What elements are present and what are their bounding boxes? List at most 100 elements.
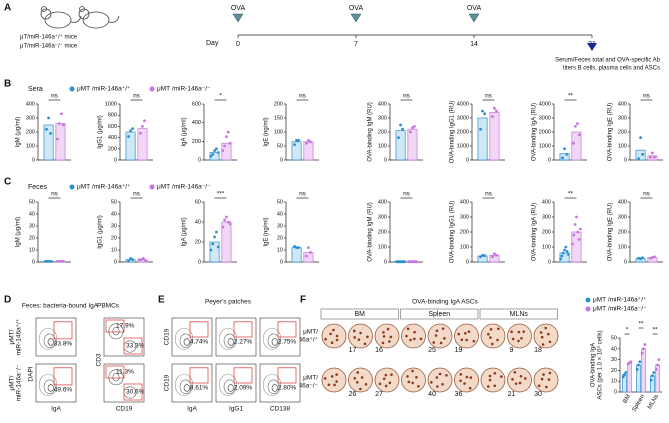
y-axis-label: OVA-binding IgA: [591, 343, 597, 387]
bar: [291, 247, 302, 263]
y-tick-label: 600: [108, 124, 117, 130]
spot: [511, 377, 514, 381]
spot: [513, 370, 517, 374]
y-axis-label: IgM (μg/ml): [16, 217, 22, 247]
legend-dot: [149, 86, 155, 92]
significance-label: ns: [51, 191, 59, 198]
y-axis-label: IgE (ng/ml): [264, 217, 270, 246]
y-tick-label: 10: [277, 247, 283, 253]
genotype-label: μMT/: [303, 329, 318, 336]
y-tick-label: 0: [466, 157, 469, 163]
flow-density: [179, 333, 192, 348]
flow-density: [108, 323, 124, 340]
well: [454, 367, 479, 393]
spot: [520, 336, 523, 340]
data-point: [216, 151, 220, 154]
significance-label: ns: [299, 191, 307, 198]
data-point: [44, 260, 47, 263]
spot: [388, 340, 391, 343]
spot: [419, 337, 423, 341]
spot: [542, 373, 545, 376]
spot: [359, 331, 362, 335]
flow-density: [267, 379, 280, 394]
y-tick-label: 400: [26, 101, 35, 107]
well: [401, 323, 426, 349]
flow-axis-label: CD19: [164, 374, 171, 391]
genotype-label: miR-146a⁻/⁻: [16, 364, 23, 401]
data-point: [565, 153, 568, 156]
bar: [43, 124, 54, 161]
data-point: [561, 156, 564, 160]
data-point: [225, 135, 228, 139]
group-label: MLNs: [510, 311, 529, 318]
legend-label: μMT /miR-146a⁺/⁺: [77, 86, 131, 93]
flow-density: [271, 338, 278, 346]
spot: [330, 341, 334, 345]
group-box: [479, 308, 558, 320]
flow-density: [227, 384, 234, 392]
spot: [496, 338, 499, 342]
y-tick-label: 50: [277, 199, 283, 205]
well: [374, 323, 400, 349]
x-tick-label: BM: [622, 394, 632, 405]
spot: [386, 327, 390, 331]
data-point: [295, 246, 298, 250]
data-point: [305, 141, 308, 145]
spot: [324, 337, 327, 341]
data-point: [305, 254, 308, 258]
data-point: [571, 242, 574, 246]
data-point: [228, 141, 232, 145]
legend-dot: [585, 297, 591, 303]
flow-axis-label: CD19: [116, 406, 133, 413]
data-point: [641, 256, 644, 260]
significance-label: ns: [643, 93, 651, 100]
y-tick-label: 600: [192, 101, 201, 107]
gate-percent: 4.74%: [190, 339, 209, 346]
flow-title: Feces: bacteria-bound IgA: [22, 303, 99, 310]
well: [427, 367, 453, 393]
data-point: [211, 153, 215, 156]
y-tick-label: 40: [111, 211, 117, 217]
bar: [571, 231, 582, 263]
well: [507, 323, 532, 349]
gate-percent: 2.27%: [234, 339, 253, 346]
flow-density: [179, 379, 192, 394]
y-axis-label: IgE (ng/ml): [264, 117, 270, 146]
data-point: [48, 260, 51, 263]
y-axis-label: OVA-binding IgG1 (RU): [450, 201, 456, 264]
flow-gate: [189, 321, 209, 338]
data-point: [577, 238, 581, 241]
data-point: [635, 367, 639, 371]
bar: [627, 362, 632, 393]
spot: [356, 371, 360, 374]
y-axis-label: IgG1 (μg/ml): [98, 215, 104, 248]
data-point: [495, 109, 498, 113]
spot-count: 18: [534, 347, 542, 354]
y-tick-label: 400: [618, 199, 627, 205]
spot: [382, 335, 386, 338]
y-tick-label: 0: [466, 259, 469, 265]
data-point: [621, 375, 625, 379]
data-point: [623, 373, 626, 377]
flow-density: [43, 379, 56, 394]
data-point: [295, 139, 298, 142]
y-axis-label: OVA-binding IgG1 (RU): [450, 101, 456, 164]
data-point: [297, 139, 300, 142]
spot: [406, 327, 410, 331]
data-point: [58, 122, 61, 125]
spot: [407, 380, 411, 384]
gate-percent: 2.80%: [278, 385, 297, 392]
spot: [436, 385, 439, 388]
flow-density: [183, 338, 190, 346]
spot: [441, 382, 444, 386]
data-point: [397, 136, 400, 140]
panel-label: D: [4, 295, 11, 306]
y-tick-label: 400: [542, 199, 551, 205]
y-tick-label: 0: [624, 259, 627, 265]
flow-density: [112, 373, 120, 382]
data-point: [297, 246, 300, 250]
genotype-label: μMT/: [303, 375, 318, 382]
y-tick-label: 100: [274, 129, 283, 135]
data-point: [573, 223, 577, 226]
y-tick-label: 40: [29, 211, 35, 217]
